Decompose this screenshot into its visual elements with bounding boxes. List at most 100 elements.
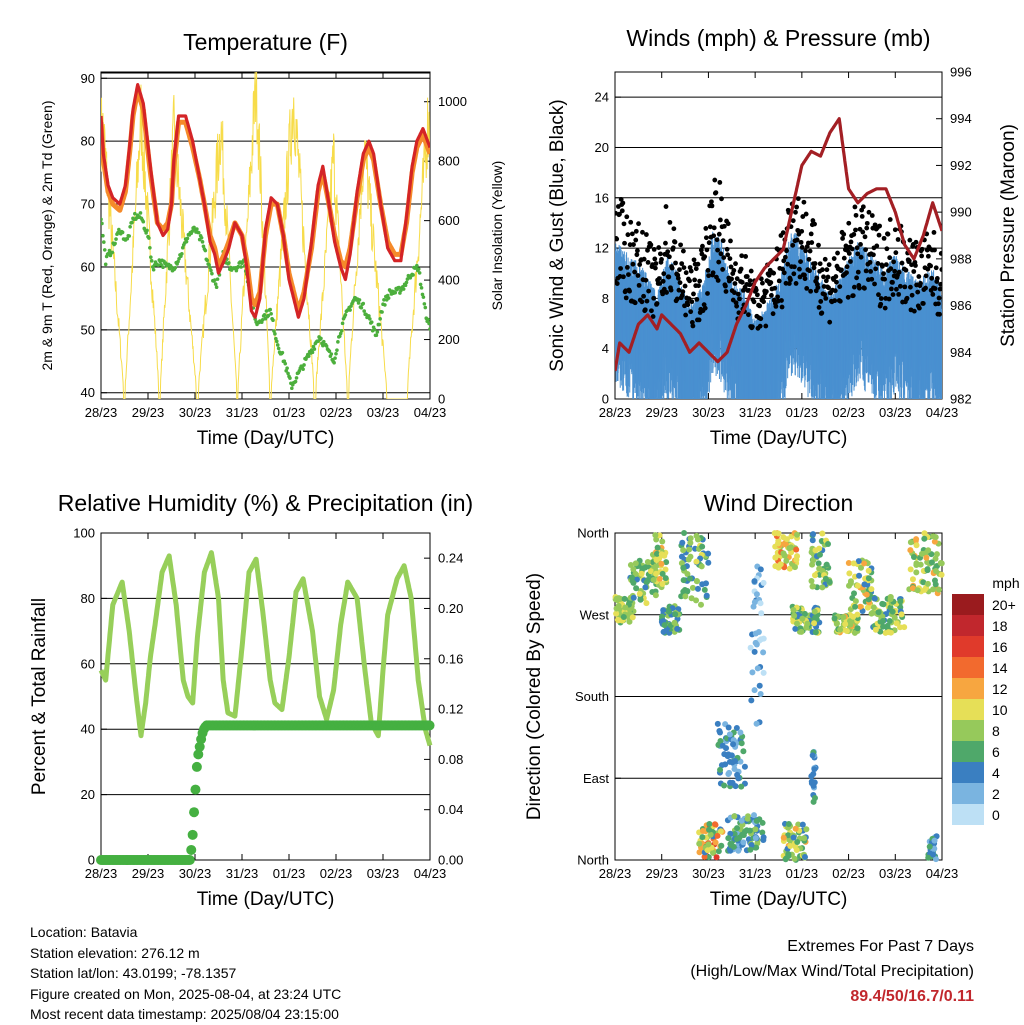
dewpoint-point xyxy=(302,363,306,367)
direction-point xyxy=(793,556,800,563)
direction-point xyxy=(936,586,943,593)
gust-point xyxy=(823,295,829,301)
gust-point xyxy=(887,255,893,261)
legend-swatch xyxy=(952,699,984,720)
gust-point xyxy=(795,196,801,202)
dewpoint-point xyxy=(184,239,189,244)
gust-point xyxy=(819,310,825,316)
dewpoint-point xyxy=(128,225,132,229)
direction-point xyxy=(865,575,872,582)
dewpoint-point xyxy=(280,350,285,355)
direction-point xyxy=(630,579,637,586)
dewpoint-point xyxy=(149,255,153,259)
gust-point xyxy=(758,316,764,322)
gust-point xyxy=(717,180,723,185)
dewpoint-point xyxy=(159,262,163,267)
direction-point xyxy=(693,532,700,539)
gust-point xyxy=(735,291,741,297)
gust-point xyxy=(862,285,867,291)
direction-point xyxy=(893,620,900,627)
precip-point xyxy=(184,855,195,865)
y2-tick-label: 200 xyxy=(438,332,460,347)
gust-point xyxy=(888,286,894,292)
dewpoint-point xyxy=(101,221,104,226)
precip-point xyxy=(191,761,202,772)
y-axis-label: Percent & Total Rainfall xyxy=(29,598,50,795)
direction-point xyxy=(733,724,740,731)
gust-point xyxy=(746,312,751,318)
y-tick-label: 40 xyxy=(81,385,95,400)
dewpoint-point xyxy=(321,339,326,344)
gust-point xyxy=(635,248,640,254)
winds-series xyxy=(615,117,942,399)
direction-point xyxy=(887,596,894,603)
direction-point xyxy=(725,770,732,777)
gust-point xyxy=(744,274,750,279)
direction-point xyxy=(937,560,944,567)
direction-point xyxy=(659,570,666,577)
gust-point xyxy=(619,208,625,214)
direction-point xyxy=(816,551,823,558)
gust-point xyxy=(812,221,817,227)
dewpoint-point xyxy=(272,329,276,333)
direction-point xyxy=(696,849,703,856)
gust-point xyxy=(822,256,828,262)
legend-swatch xyxy=(952,720,984,741)
gust-point xyxy=(882,276,888,282)
direction-point xyxy=(653,570,660,577)
y-tick-label: 8 xyxy=(602,291,609,306)
gust-point xyxy=(771,270,777,276)
direction-point xyxy=(794,839,801,846)
direction-point xyxy=(653,557,660,564)
direction-point xyxy=(815,560,822,567)
gust-point xyxy=(618,196,624,202)
direction-point xyxy=(787,843,794,850)
gust-point xyxy=(627,288,632,294)
gust-point xyxy=(663,240,668,246)
gust-point xyxy=(748,268,754,274)
direction-point xyxy=(923,554,930,561)
dewpoint-point xyxy=(380,310,384,314)
x-tick-label: 30/23 xyxy=(179,866,212,881)
gust-point xyxy=(908,284,913,290)
gust-point xyxy=(719,196,724,202)
dewpoint-point xyxy=(169,265,174,269)
direction-point xyxy=(652,532,659,539)
direction-point xyxy=(812,794,819,801)
created-text: Figure created on Mon, 2025-08-04, at 23… xyxy=(30,985,342,1002)
direction-point xyxy=(703,580,710,587)
gust-point xyxy=(923,273,929,279)
direction-point xyxy=(875,609,882,616)
y-tick-label: South xyxy=(575,689,609,704)
gust-point xyxy=(858,254,864,260)
gust-point xyxy=(651,246,657,252)
direction-point xyxy=(819,584,826,591)
direction-point xyxy=(753,591,760,598)
gust-point xyxy=(781,258,787,264)
gust-point xyxy=(881,271,886,277)
dewpoint-point xyxy=(177,256,181,261)
dewpoint-point xyxy=(113,241,117,246)
direction-point xyxy=(925,547,932,554)
direction-point xyxy=(757,690,764,697)
direction-point xyxy=(706,820,713,827)
gust-point xyxy=(876,232,882,238)
y-tick-label: 0 xyxy=(88,853,95,868)
direction-point xyxy=(737,729,744,736)
x-tick-label: 28/23 xyxy=(599,866,632,881)
gust-point xyxy=(760,280,765,286)
direction-point xyxy=(856,572,863,579)
pressure-line xyxy=(615,117,942,372)
direction-point xyxy=(642,584,649,591)
gust-point xyxy=(888,266,894,272)
direction-point xyxy=(886,617,893,624)
direction-point xyxy=(795,821,802,828)
x-axis-label: Time (Day/UTC) xyxy=(197,889,335,910)
direction-point xyxy=(705,559,712,566)
y-tick-label: 24 xyxy=(595,90,609,105)
gust-point xyxy=(644,298,650,304)
legend-label: 20+ xyxy=(992,597,1016,613)
direction-point xyxy=(687,539,694,546)
gust-point xyxy=(855,251,861,257)
gust-point xyxy=(727,256,733,262)
